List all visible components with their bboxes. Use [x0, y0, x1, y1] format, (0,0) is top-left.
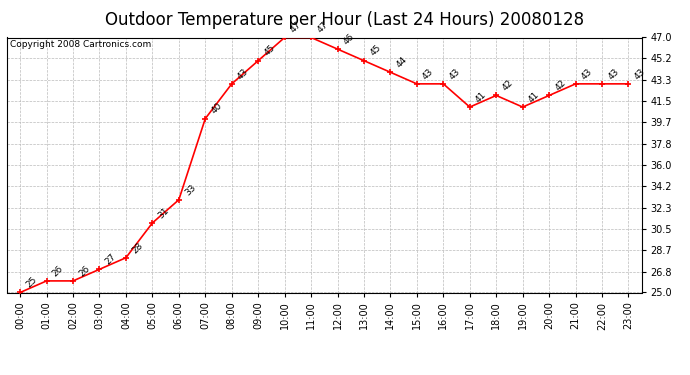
Text: 25: 25: [24, 275, 39, 290]
Text: 43: 43: [633, 67, 647, 81]
Text: 43: 43: [580, 67, 594, 81]
Text: 33: 33: [183, 183, 197, 197]
Text: 42: 42: [553, 78, 568, 93]
Text: 43: 43: [236, 67, 250, 81]
Text: 45: 45: [262, 44, 277, 58]
Text: Outdoor Temperature per Hour (Last 24 Hours) 20080128: Outdoor Temperature per Hour (Last 24 Ho…: [106, 11, 584, 29]
Text: 40: 40: [210, 102, 224, 116]
Text: 43: 43: [607, 67, 620, 81]
Text: 26: 26: [51, 264, 65, 278]
Text: 41: 41: [474, 90, 489, 104]
Text: 43: 43: [421, 67, 435, 81]
Text: 31: 31: [157, 206, 171, 220]
Text: 45: 45: [368, 44, 382, 58]
Text: 47: 47: [289, 20, 303, 35]
Text: 43: 43: [448, 67, 462, 81]
Text: 46: 46: [342, 32, 356, 46]
Text: 44: 44: [395, 55, 409, 69]
Text: 28: 28: [130, 240, 144, 255]
Text: 42: 42: [500, 78, 515, 93]
Text: 41: 41: [527, 90, 541, 104]
Text: Copyright 2008 Cartronics.com: Copyright 2008 Cartronics.com: [10, 40, 151, 49]
Text: 27: 27: [104, 252, 118, 267]
Text: 26: 26: [77, 264, 92, 278]
Text: 47: 47: [315, 20, 330, 35]
